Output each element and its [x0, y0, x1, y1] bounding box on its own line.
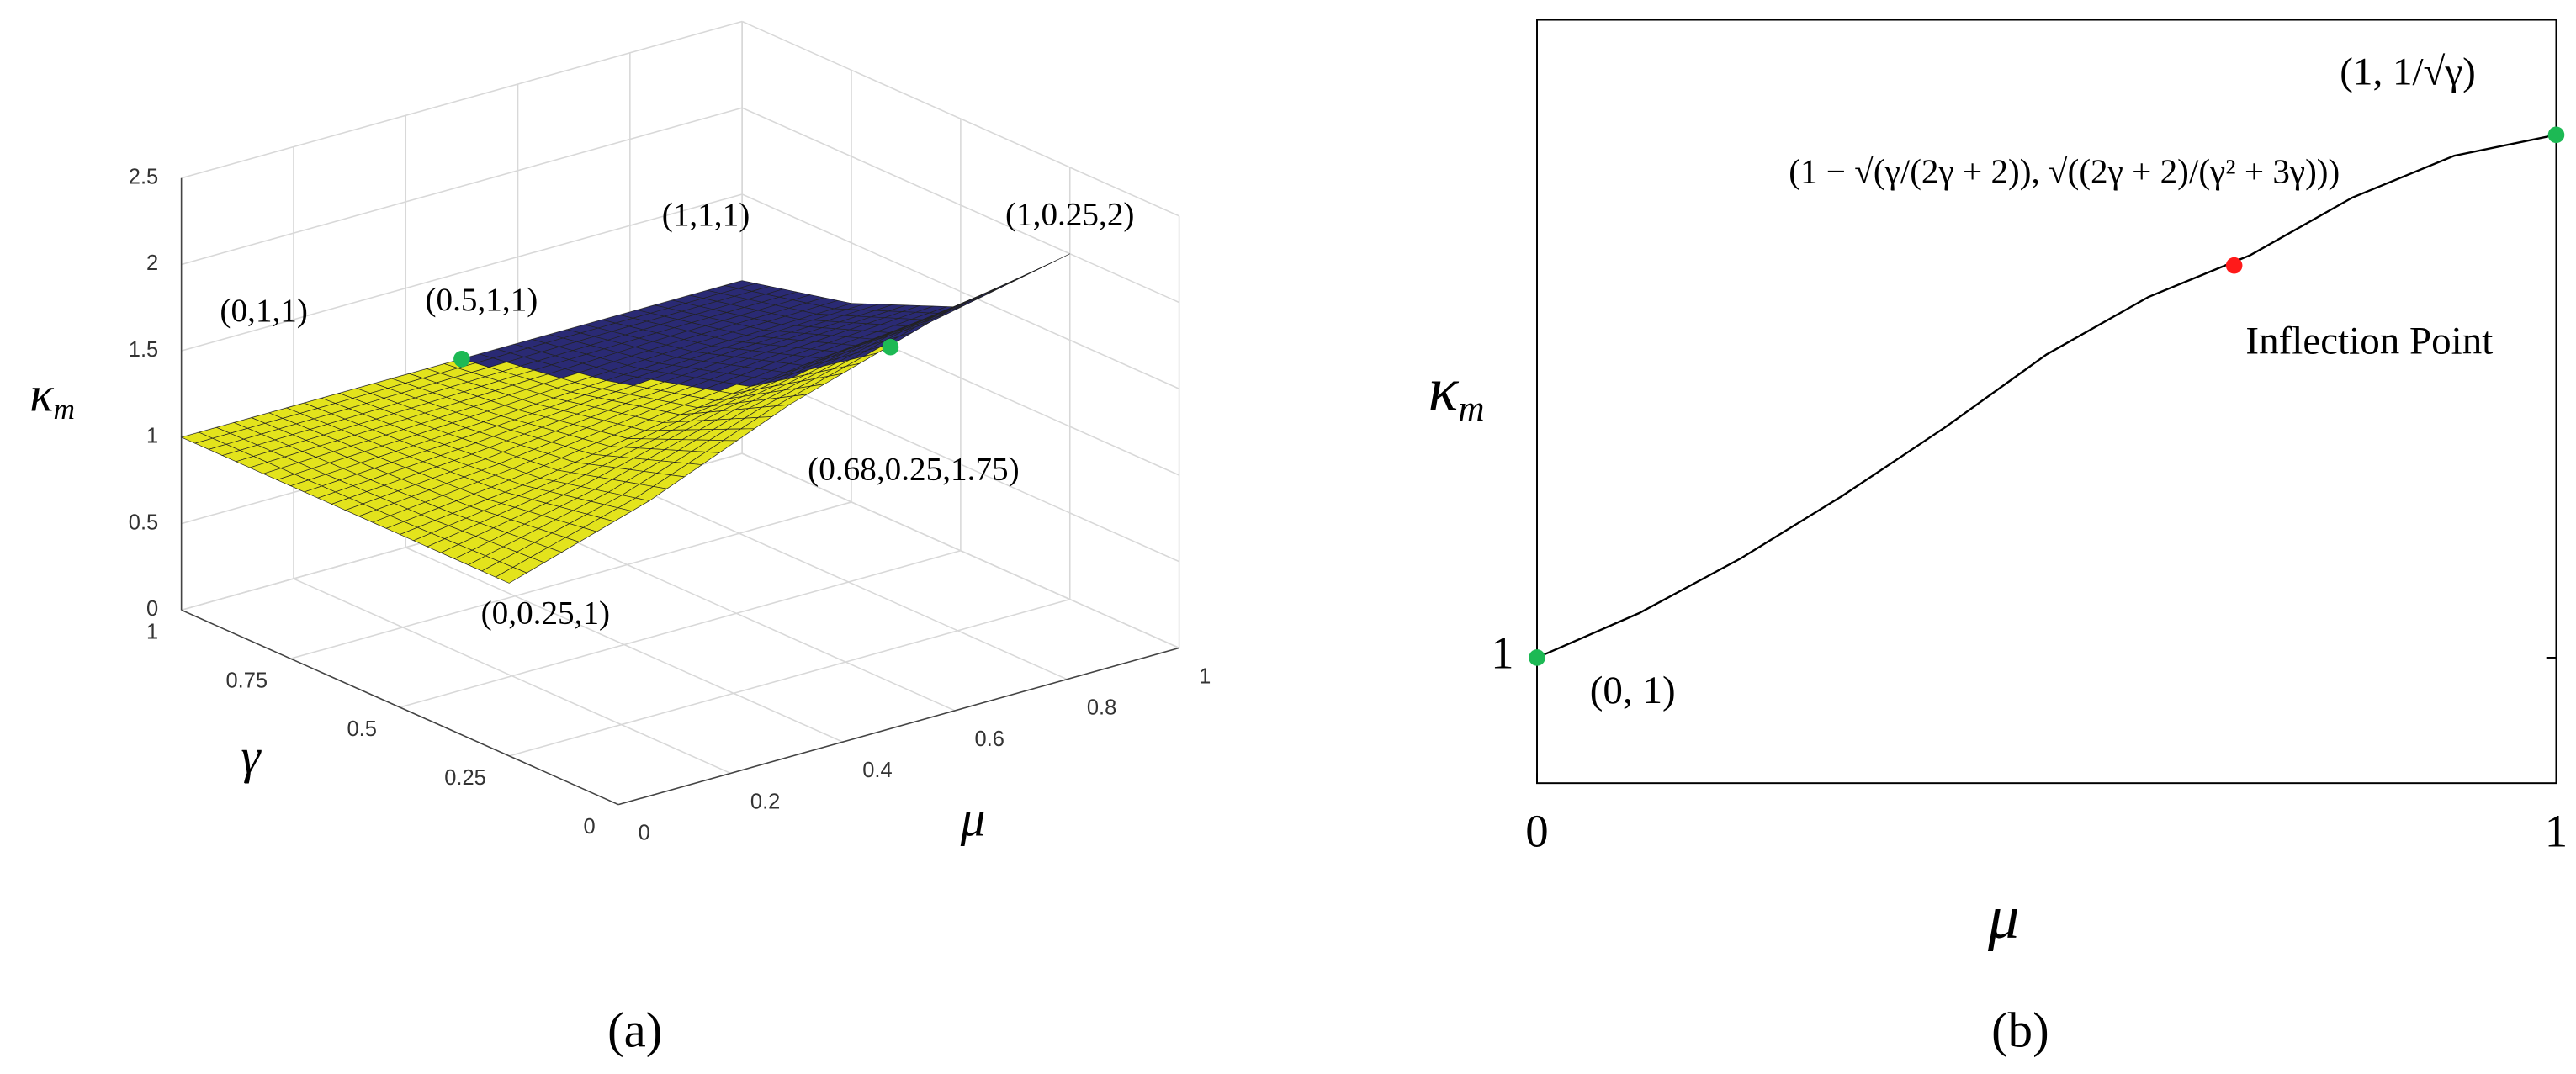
x-tick-label: 0 [1525, 805, 1548, 856]
point-label: (1 − √(γ/(2γ + 2)), √((2γ + 2)/(γ² + 3γ)… [1789, 151, 2340, 191]
y-tick-label: 0 [583, 815, 595, 839]
point-note: Inflection Point [2245, 320, 2493, 363]
grid-line [509, 598, 1070, 757]
y-tick-label: 0.25 [444, 766, 486, 790]
grid-line [400, 550, 962, 708]
plot-frame [1536, 19, 2557, 785]
grid-line [181, 20, 743, 179]
surface-patch [951, 296, 983, 311]
grid-line [741, 366, 1179, 563]
x-axis-label: μ [1987, 883, 2019, 952]
y-tick-label: 1 [146, 621, 158, 644]
x-tick-label: 0.2 [750, 790, 780, 813]
point-label: (0, 1) [1590, 669, 1676, 712]
point-label: (1,0.25,2) [1005, 197, 1134, 233]
point-marker [2547, 126, 2565, 144]
z-tick-label: 2 [146, 251, 158, 275]
x-tick-label: 0 [639, 822, 650, 845]
y-tick-label: 1 [1491, 627, 1513, 679]
grid-line [181, 193, 743, 352]
grid-line [741, 20, 1179, 217]
x-tick-label: 0.4 [862, 759, 892, 782]
y-axis-label: κm [1428, 356, 1485, 429]
curve [1536, 134, 2557, 659]
caption: (a) [607, 1003, 662, 1058]
point-label: (0,0.25,1) [481, 595, 610, 632]
x-tick-label: 0.6 [975, 727, 1004, 751]
grid-line [181, 107, 743, 266]
point-marker [453, 350, 470, 368]
point-marker [1529, 649, 1545, 666]
x-axis [617, 647, 1179, 806]
grid-line [741, 107, 1179, 304]
z-axis-sub: m [54, 393, 75, 426]
point-marker [2225, 257, 2243, 274]
x-tick-label: 1 [1199, 664, 1211, 688]
y-tick-label: 0.5 [347, 717, 377, 741]
x-axis-label: μ [960, 792, 986, 847]
grid-line [741, 193, 1179, 389]
point-label: (1,1,1) [662, 197, 750, 233]
point-label: (0.68,0.25,1.75) [808, 452, 1019, 488]
caption: (b) [1991, 1003, 2049, 1058]
z-axis-symbol: κ [29, 367, 54, 421]
z-axis-label: κm [29, 367, 75, 426]
z-tick-label: 1 [146, 425, 158, 448]
point-label: (1, 1/√γ) [2340, 50, 2476, 94]
y-axis [181, 609, 619, 806]
y-axis-label: γ [241, 729, 262, 784]
y-axis-symbol: κ [1428, 356, 1460, 425]
surface-patch [495, 567, 527, 584]
y-axis-sub: m [1458, 389, 1484, 429]
point-label: (0,1,1) [220, 293, 307, 329]
x-tick-label: 1 [2545, 805, 2568, 856]
grid-line [290, 501, 852, 659]
z-tick-label: 0.5 [129, 511, 158, 534]
point-label: (0.5,1,1) [425, 282, 538, 318]
x-tick-label: 0.8 [1087, 696, 1116, 720]
z-tick-label: 2.5 [129, 165, 158, 188]
z-tick-label: 1.5 [129, 338, 158, 362]
point-marker [882, 338, 899, 356]
z-tick-label: 0 [146, 597, 158, 621]
grid-line [741, 452, 1179, 649]
y-tick-label: 0.75 [225, 669, 268, 692]
